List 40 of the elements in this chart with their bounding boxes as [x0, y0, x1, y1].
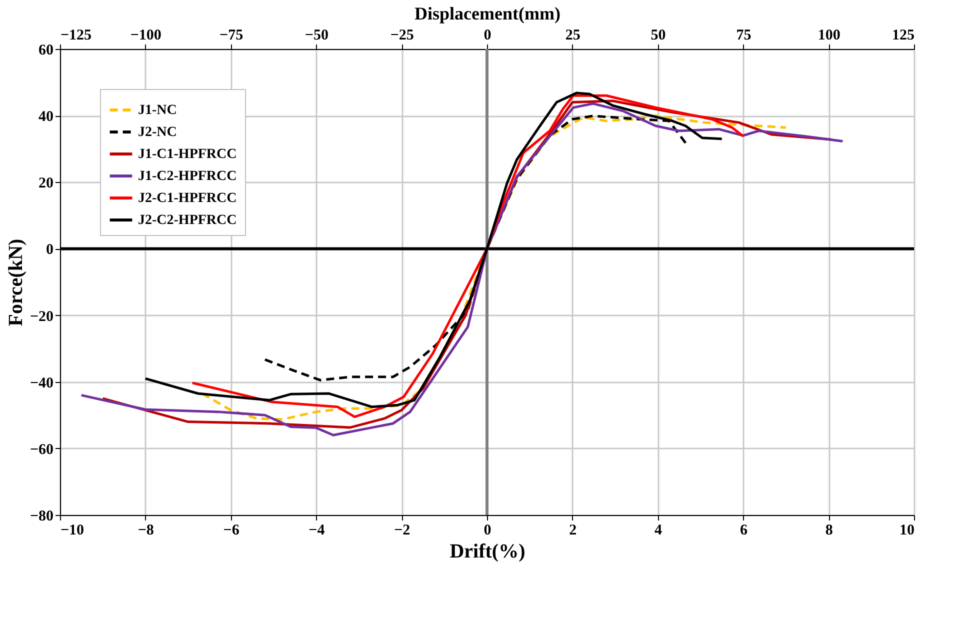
legend-label: J2-NC [138, 125, 177, 140]
x-axis-title: Drift(%) [450, 540, 526, 562]
y-tick-label: 40 [38, 109, 54, 126]
x2-tick-label: −50 [304, 28, 328, 44]
x-tick-label: 10 [900, 522, 914, 538]
x-tick-label: 6 [740, 522, 748, 538]
y-tick-label: −20 [30, 308, 54, 325]
x2-tick-label: −25 [390, 28, 414, 44]
x2-tick-label: 25 [565, 28, 580, 44]
y-axis-title: Force(kN) [4, 238, 27, 326]
x-tick-label: 0 [484, 522, 492, 538]
x-tick-label: −8 [138, 522, 154, 538]
legend-label: J1-C2-HPFRCC [138, 169, 237, 184]
y-tick-label: −60 [30, 442, 54, 458]
y-tick-label: 60 [38, 42, 54, 58]
x2-tick-label: 0 [484, 28, 492, 44]
x2-tick-label: −100 [130, 28, 162, 44]
x-tick-label: 4 [654, 522, 663, 538]
legend-label: J1-C1-HPFRCC [138, 147, 237, 162]
x-tick-label: −2 [394, 522, 410, 538]
x2-axis-title: Displacement(mm) [414, 4, 560, 24]
x-tick-label: −10 [60, 522, 84, 538]
x-tick-label: 2 [569, 522, 577, 538]
line-series [264, 114, 687, 382]
x2-tick-label: 100 [818, 28, 840, 44]
legend-label: J2-C1-HPFRCC [138, 191, 237, 206]
y-tick-label: 20 [38, 176, 54, 192]
x2-tick-label: 125 [892, 28, 914, 44]
x2-tick-label: −125 [60, 28, 92, 44]
x-tick-label: 8 [825, 522, 833, 538]
x2-tick-label: −75 [220, 28, 244, 44]
x-tick-label: −6 [223, 522, 240, 538]
legend-label: J1-NC [138, 103, 177, 118]
x2-tick-label: 75 [736, 28, 752, 44]
x-tick-label: −4 [308, 522, 326, 538]
legend-label: J2-C2-HPFRCC [138, 213, 237, 228]
x2-tick-label: 50 [650, 28, 666, 44]
y-tick-label: −80 [30, 508, 54, 524]
y-tick-label: 0 [46, 242, 54, 258]
y-tick-label: −40 [30, 375, 54, 392]
